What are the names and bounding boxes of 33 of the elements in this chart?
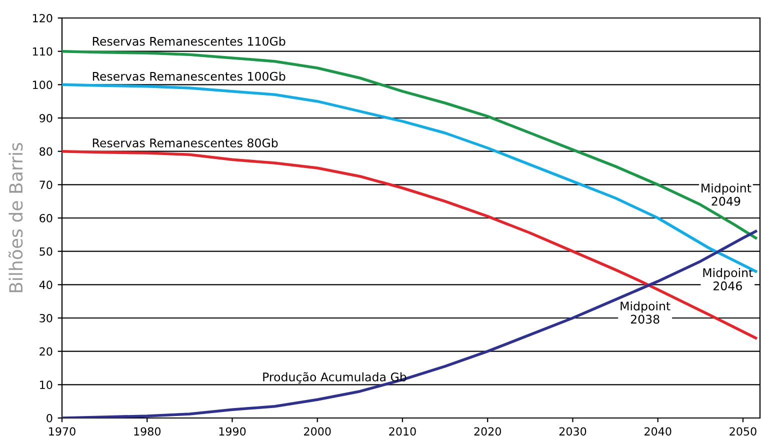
annotation: Midpoint 2046	[703, 268, 753, 290]
y-tick-label: 70	[40, 180, 52, 190]
x-tick-label: 2050	[730, 427, 756, 436]
annotation: Midpoint 2049	[702, 183, 752, 206]
y-tick-label: 40	[39, 280, 52, 290]
y-tick-label: 10	[40, 380, 52, 390]
y-tick-label: 30	[40, 314, 52, 322]
x-tick-label: 1980	[134, 427, 161, 436]
x-tick-label: 2000	[304, 427, 331, 436]
y-tick-label: 80	[40, 147, 52, 156]
series-label: Reservas Remanescentes 100Gb	[92, 72, 286, 81]
annotation: Midpoint 2038	[620, 301, 670, 324]
x-tick-label: 1970	[49, 427, 76, 436]
series-label: Produção Acumulada Gb	[263, 372, 406, 384]
y-tick-label: 90	[40, 114, 52, 122]
x-tick-label: 1990	[219, 427, 246, 436]
x-tick-label: 2030	[559, 427, 586, 436]
line-series	[62, 230, 758, 418]
y-tick-label: 60	[40, 214, 52, 222]
y-tick-label: 20	[40, 347, 52, 356]
x-tick-label: 2010	[389, 427, 416, 436]
series-label: Reservas Remanescentes 110Gb	[92, 36, 286, 46]
series-label: Reservas Remanescentes 80Gb	[92, 138, 278, 148]
y-tick-label: 110	[32, 47, 52, 56]
x-tick-label: 2040	[644, 427, 672, 436]
y-tick-label: 0	[46, 414, 52, 422]
x-tick-label: 2020	[474, 427, 502, 436]
y-axis-title: Bilhões de Barris	[8, 142, 23, 292]
y-tick-label: 120	[32, 14, 52, 22]
y-tick-label: 100	[32, 80, 52, 90]
y-tick-label: 50	[40, 247, 52, 256]
line-series	[62, 150, 758, 340]
line-series	[62, 50, 758, 240]
